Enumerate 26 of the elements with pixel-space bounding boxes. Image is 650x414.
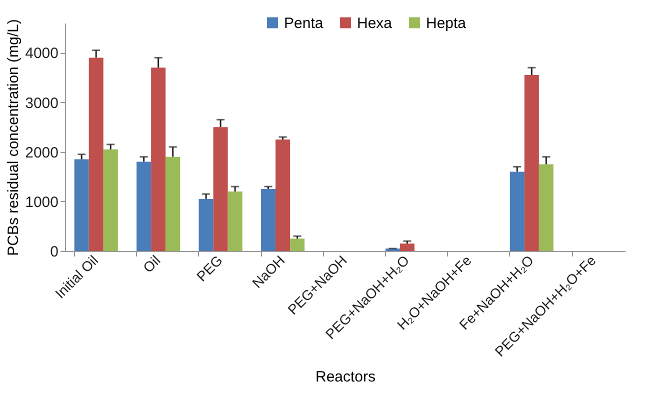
bar	[88, 58, 104, 251]
bar	[228, 192, 242, 251]
legend-label: Penta	[284, 14, 324, 32]
bar	[213, 127, 228, 251]
bar	[290, 238, 305, 251]
x-tick-label: Oil	[140, 252, 164, 276]
bar	[74, 159, 89, 251]
y-tick-label: 3000	[25, 94, 58, 112]
y-tick-label: 0	[50, 244, 58, 260]
y-tick-label: 2000	[25, 144, 58, 162]
bar	[261, 189, 276, 251]
legend-label: Hepta	[426, 14, 467, 32]
legend-label: Hexa	[357, 14, 393, 32]
bar	[538, 164, 554, 251]
bar	[510, 172, 524, 251]
bar	[136, 162, 152, 251]
x-axis-title: Reactors	[315, 368, 376, 386]
y-axis-title: PCBs residual concentration (mg/L)	[5, 19, 22, 256]
bar	[103, 149, 118, 251]
bar	[151, 68, 166, 251]
bar	[400, 244, 414, 251]
bar	[198, 198, 214, 251]
bar	[166, 156, 180, 251]
y-tick-label: 4000	[25, 45, 58, 62]
bar	[524, 75, 539, 251]
y-tick-label: 1000	[25, 194, 58, 211]
